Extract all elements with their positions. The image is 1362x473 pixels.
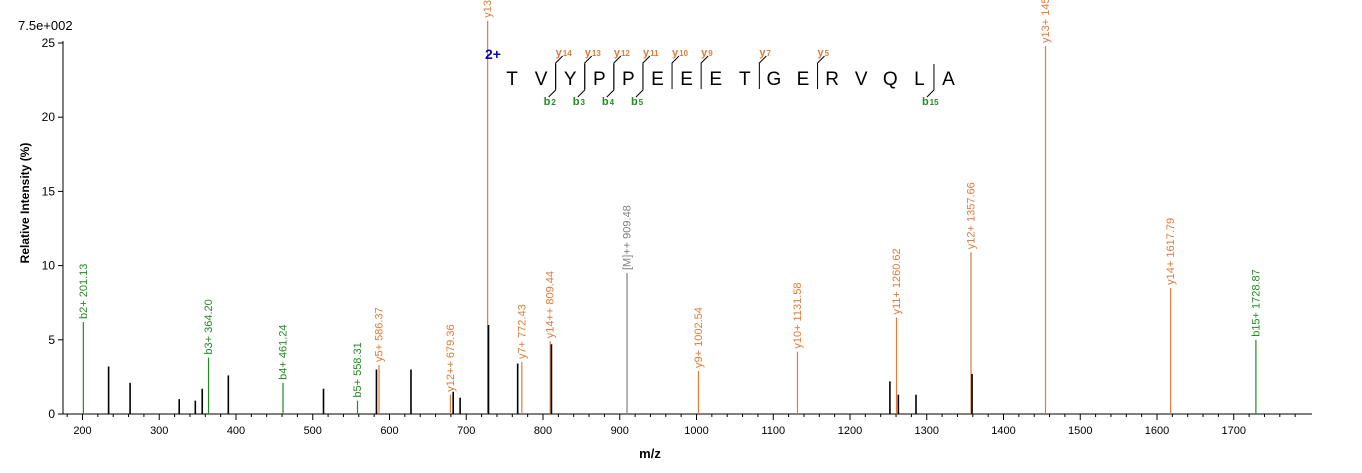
x-tick-label: 700 [457,425,475,437]
residue-letter: V [535,69,548,90]
x-tick-label: 200 [73,425,91,437]
charge-state-label: 2+ [485,46,501,62]
peak-label: y12++ 679.36 [445,324,457,391]
y-ion-bracket [817,55,825,89]
axes: 0 5 10 15 20 25 200 300 400 500 600 700 800 900 1000 11… [42,36,1312,437]
residue-letter: Y [564,69,577,90]
residue-letter: T [739,69,751,90]
y-ion-bracket [613,55,622,89]
residue-letter: E [709,69,722,90]
residue-letter: L [914,69,925,90]
peak-label: y12+ 1357.66 [966,182,978,249]
y-ion-label: y12 [614,47,631,59]
y-ion-bracket [671,55,680,89]
residue-letter: P [622,69,635,90]
peak-label: y13++ 727.89 [482,0,494,18]
y-ion-label: y9 [701,47,713,59]
x-tick-label: 1100 [761,425,785,437]
y-ion-bracket [758,55,767,89]
residue-letter: Q [883,69,898,90]
peak-label: b2+ 201.13 [78,264,90,319]
y-ion-label: y14 [556,47,573,59]
x-tick-label: 1700 [1222,425,1246,437]
residue-letter: P [593,69,606,90]
b-ion-bracket [606,64,615,98]
y-ion-bracket [584,55,593,89]
peak-label: b5+ 558.31 [352,342,364,397]
x-tick-label: 1600 [1145,425,1169,437]
peak-label: y5+ 586.37 [374,307,386,362]
residue-letter: V [855,69,868,90]
peak-label: b3+ 364.20 [203,299,215,354]
peak-label: y11+ 1260.62 [891,248,903,314]
peak-label: b15+ 1728.87 [1250,269,1262,337]
x-tick-label: 500 [304,425,322,437]
peaks [82,20,1257,414]
y-ion-bracket [555,55,564,89]
y-ion-label: y10 [672,47,689,59]
x-tick-label: 400 [227,425,245,437]
b-ion-label: b5 [631,96,644,108]
peak-label: b4+ 461.24 [278,324,290,379]
y-tick-label: 0 [48,407,55,421]
b-ion-bracket [548,64,557,98]
y-ion-label: y13 [585,47,602,59]
y-ion-bracket [700,55,709,89]
y-tick-label: 5 [48,333,55,347]
b-ion-bracket [926,64,935,98]
y-ion-bracket [642,55,651,89]
peak-label: y14++ 809.44 [545,271,557,338]
y-axis-title: Relative Intensity (%) [18,143,32,264]
y-ion-label: y7 [759,47,771,59]
peak-labels: b2+ 201.13 b3+ 364.20 b4+ 461.24 b5+ 558.31… [78,0,1263,398]
b-ion-label: b4 [602,96,615,108]
residue-letter: G [767,69,782,90]
y-ion-label: y11 [643,47,659,59]
x-tick-label: 1000 [684,425,708,437]
b-ion-label: b15 [922,96,939,108]
peak-label: y14+ 1617.79 [1165,218,1177,285]
residue-letter: E [797,69,810,90]
x-tick-label: 800 [534,425,552,437]
residue-letter: E [680,69,693,90]
y-tick-label: 10 [42,259,56,273]
y-tick-label: 20 [42,110,56,124]
residue-letter: E [651,69,664,90]
peak-label: y7+ 772.43 [516,304,528,359]
residue-letter: R [825,69,839,90]
b-ion-bracket [635,64,644,98]
y-ion-label: y5 [818,47,830,59]
peak-label: y13+ 1454.73 [1040,0,1052,43]
peak-label: y10+ 1131.58 [792,283,804,349]
x-tick-label: 300 [150,425,168,437]
x-tick-label: 1300 [915,425,939,437]
peak-label: [M]++ 909.48 [622,205,634,270]
x-tick-label: 600 [380,425,398,437]
x-tick-label: 1500 [1068,425,1092,437]
peak-label: y9+ 1002.54 [693,307,705,368]
b-ion-label: b2 [544,96,557,108]
b-ion-bracket [577,64,586,98]
x-tick-label: 900 [611,425,629,437]
intensity-scale-label: 7.5e+002 [18,18,73,33]
b-ion-label: b3 [573,96,586,108]
residue-letter: A [942,69,955,90]
y-tick-label: 25 [42,36,56,50]
x-axis-title: m/z [639,446,661,461]
y-tick-label: 15 [42,184,56,198]
residue-letter: T [506,69,518,90]
x-tick-label: 1400 [991,425,1015,437]
x-tick-label: 1200 [838,425,862,437]
